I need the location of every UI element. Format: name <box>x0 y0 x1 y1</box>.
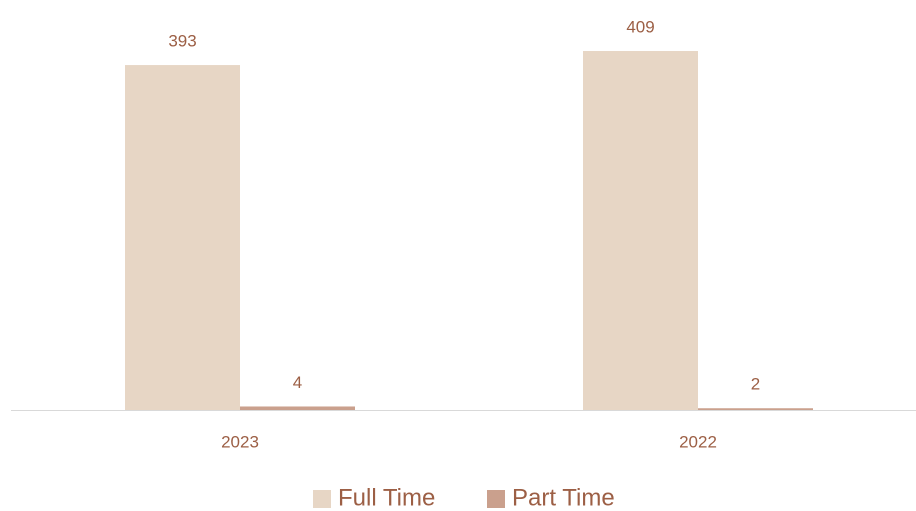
legend-label: Full Time <box>338 484 435 511</box>
value-label: 2 <box>751 375 760 394</box>
x-tick-label: 2022 <box>679 432 717 451</box>
value-label: 409 <box>626 17 654 36</box>
bar <box>583 51 698 410</box>
value-label: 4 <box>293 373 302 392</box>
legend-swatch <box>313 490 331 508</box>
x-tick-label: 2023 <box>221 432 259 451</box>
legend-label: Part Time <box>512 484 615 511</box>
bar <box>698 408 813 410</box>
legend-swatch <box>487 490 505 508</box>
bar <box>125 65 240 410</box>
bar <box>240 406 355 410</box>
value-label: 393 <box>168 32 196 51</box>
